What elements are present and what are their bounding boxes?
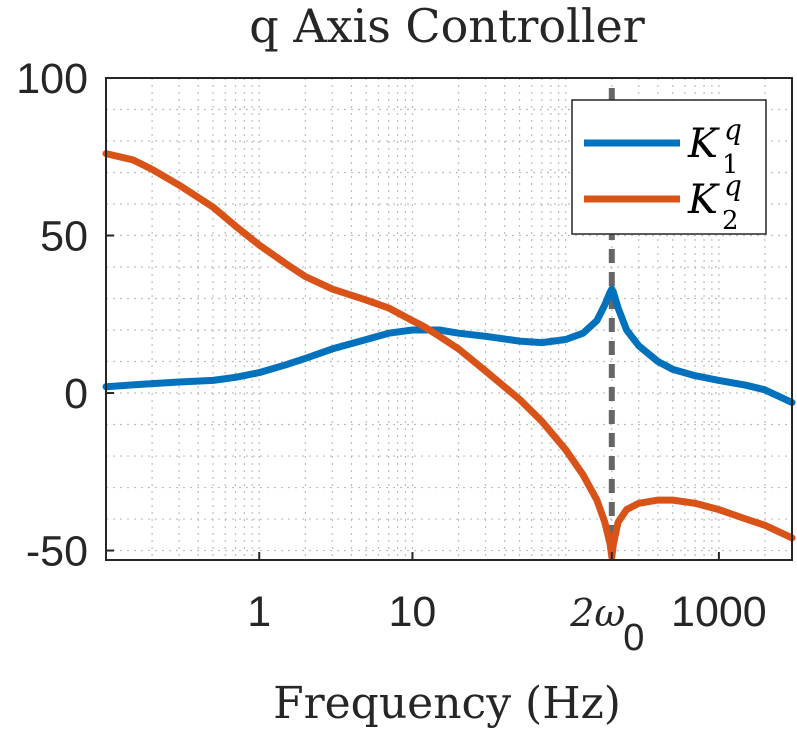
- x-axis-ticks: 1 10 2ω0 1000: [247, 552, 767, 659]
- legend-label-subscript: 2: [722, 206, 739, 236]
- y-tick-label: 0: [64, 370, 88, 418]
- y-tick-label: 100: [16, 55, 88, 103]
- x-axis-label: Frequency (Hz): [273, 678, 621, 729]
- x-tick-label: 1: [247, 588, 271, 636]
- chart-title: q Axis Controller: [249, 0, 645, 53]
- legend-label-subscript: 1: [722, 150, 739, 180]
- series-line-2: [102, 150, 796, 561]
- legend-label-superscript: q: [724, 113, 742, 146]
- y-tick-label: 50: [40, 213, 88, 261]
- x-tick-label-symbol: 2ω: [569, 591, 625, 635]
- y-axis-ticks: 100 50 0 -50: [16, 55, 114, 576]
- x-tick-label: 10: [389, 588, 437, 636]
- legend-label-symbol: K: [687, 177, 720, 223]
- legend-label-superscript: q: [724, 169, 742, 202]
- y-tick-label: -50: [26, 528, 88, 576]
- legend-box: [571, 99, 767, 235]
- plot-frame: [105, 77, 793, 561]
- legend-label-symbol: K: [687, 121, 720, 167]
- series-line-1: [102, 285, 796, 406]
- x-tick-label: 1000: [671, 588, 767, 636]
- series-layer: [102, 150, 796, 561]
- x-tick-label-subscript: 0: [623, 617, 644, 659]
